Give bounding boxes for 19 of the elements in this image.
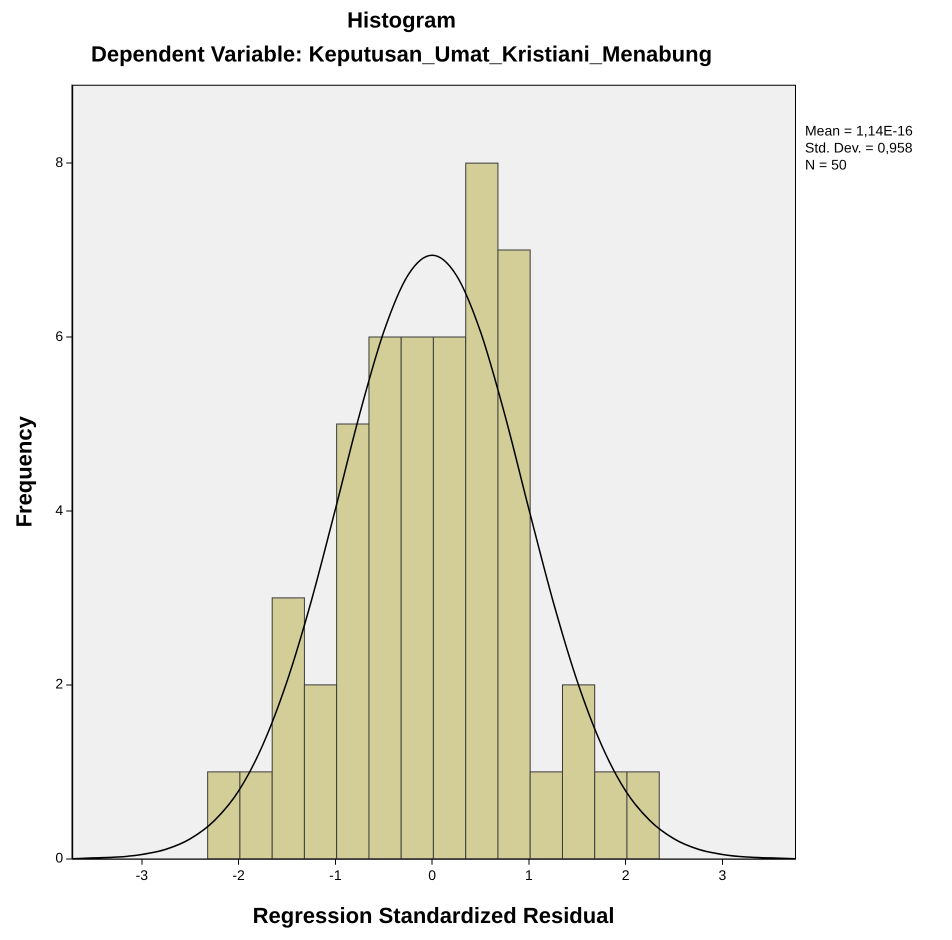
x-axis-title: Regression Standardized Residual — [252, 902, 615, 928]
y-tick-label: 4 — [55, 502, 64, 518]
x-tick-label: 1 — [525, 867, 534, 884]
text: Std. Dev. = 0,958 — [805, 140, 913, 156]
x-tick-label: -2 — [232, 867, 246, 884]
y-tick-label: 8 — [55, 154, 64, 170]
y-tick-label: 2 — [55, 676, 64, 692]
y-tick-label: 6 — [55, 328, 64, 344]
chart-title: Histogram — [347, 7, 456, 32]
x-tick-label: 3 — [718, 867, 727, 884]
x-tick-label: -1 — [329, 867, 342, 884]
chart-subtitle: Dependent Variable: Keputusan_Umat_Kristiani_Menabung — [90, 42, 712, 67]
text: Mean = 1,14E-16 — [805, 122, 914, 139]
x-tick-label: 0 — [428, 867, 436, 884]
text: N = 50 — [805, 156, 847, 173]
x-tick-label: -3 — [136, 867, 148, 884]
y-tick-label: 0 — [55, 850, 64, 866]
x-tick-label: 2 — [622, 867, 630, 884]
y-axis-title: Frequency — [11, 415, 36, 528]
